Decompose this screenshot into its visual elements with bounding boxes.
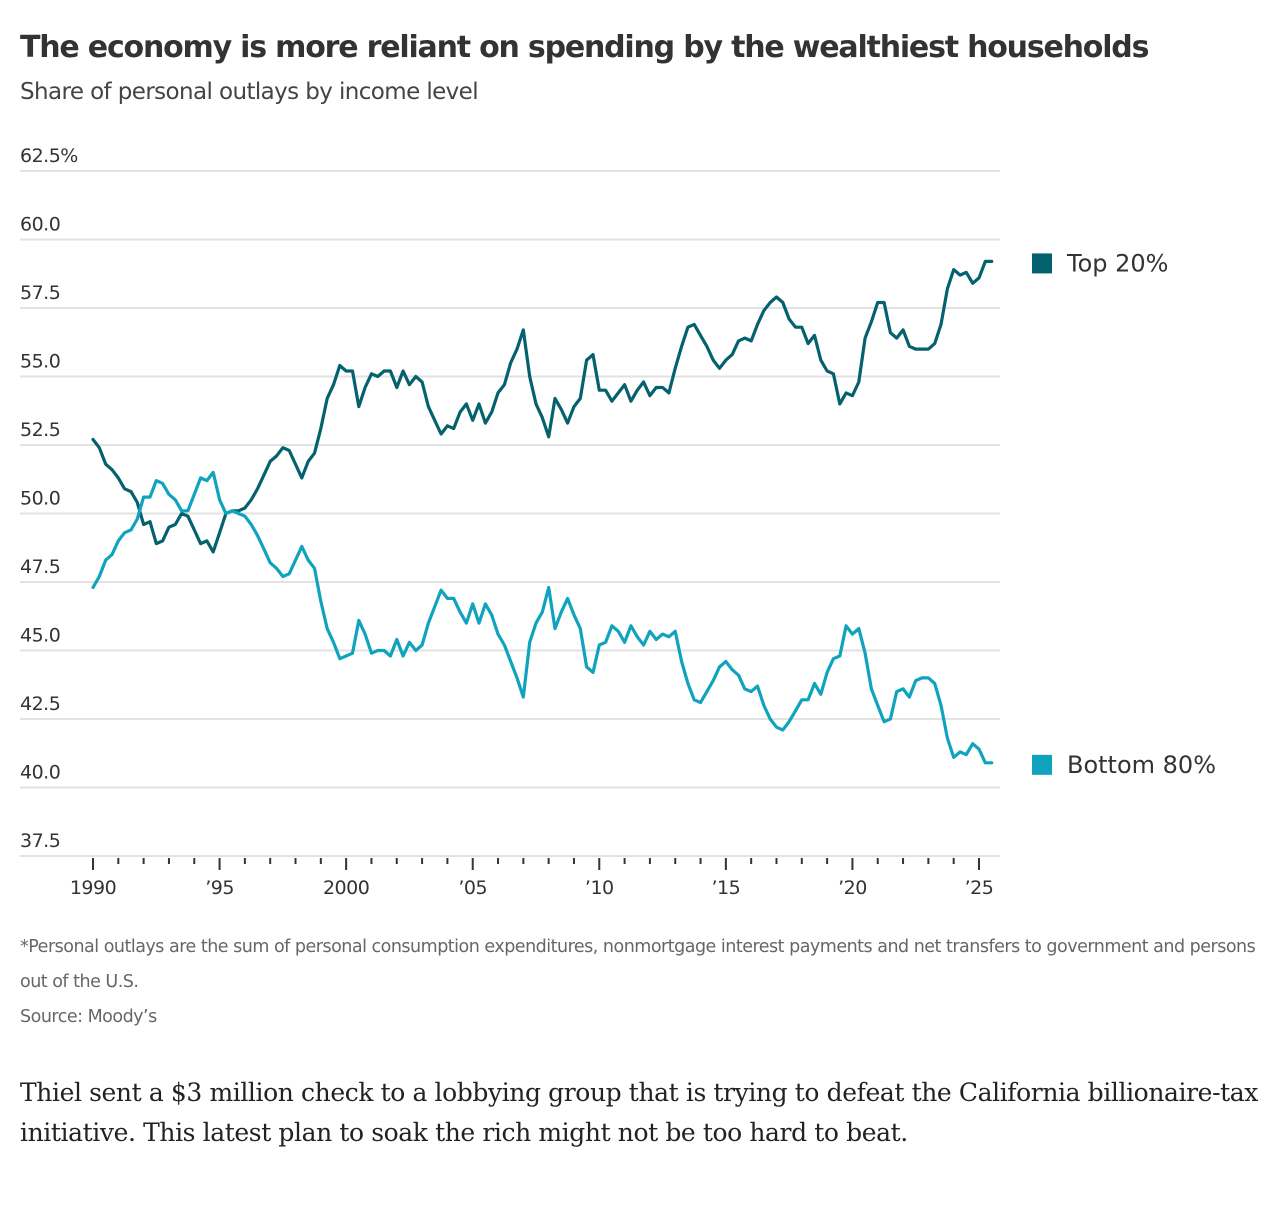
x-tick-label: ’20 [838, 877, 867, 899]
y-tick-label: 42.5 [20, 693, 60, 715]
x-tick-label: ’10 [585, 877, 614, 899]
article-paragraph: Thiel sent a $3 million check to a lobby… [20, 1078, 1258, 1147]
legend-swatch [1032, 253, 1052, 274]
chart-title: The economy is more reliant on spending … [20, 30, 1149, 65]
y-tick-label: 50.0 [20, 488, 60, 510]
y-axis-tick-labels: 62.5% 60.0 57.5 55.0 52.5 50.0 47.5 45.0 42.5 40.… [20, 145, 78, 852]
x-tick-label: ’95 [205, 877, 234, 899]
x-tick-label: 1990 [70, 877, 116, 899]
series-line-top-20 [91, 259, 994, 554]
y-tick-label: 40.0 [20, 762, 60, 784]
x-axis: 1990 ’95 2000 ’05 ’10 ’15 ’20 ’25 [70, 858, 994, 899]
y-tick-label: 57.5 [20, 282, 60, 304]
legend-label: Bottom 80% [1067, 751, 1216, 779]
x-tick-label: ’05 [458, 877, 487, 899]
x-tick-label: ’25 [965, 877, 994, 899]
chart-footnote: *Personal outlays are the sum of persona… [20, 930, 1265, 1035]
y-tick-label: 45.0 [20, 625, 60, 647]
source-text: Source: Moody’s [20, 1007, 157, 1027]
legend-label: Top 20% [1066, 249, 1168, 277]
footnote-text: *Personal outlays are the sum of persona… [20, 937, 1256, 992]
x-tick-label: ’15 [711, 877, 740, 899]
y-tick-label: 37.5 [20, 830, 60, 852]
chart-subtitle: Share of personal outlays by income leve… [20, 79, 479, 105]
y-tick-label: 47.5 [20, 556, 60, 578]
legend: Top 20% Bottom 80% [1032, 249, 1216, 779]
series-lines [91, 259, 994, 765]
y-tick-label: 52.5 [20, 419, 60, 441]
y-tick-label: 55.0 [20, 351, 60, 373]
legend-item-bottom-80: Bottom 80% [1032, 751, 1216, 779]
legend-swatch [1032, 754, 1052, 775]
y-tick-label: 62.5% [20, 145, 78, 167]
x-tick-label: 2000 [323, 877, 369, 899]
y-tick-label: 60.0 [20, 214, 60, 236]
line-chart: 62.5% 60.0 57.5 55.0 52.5 50.0 47.5 45.0 42.5 40.… [20, 145, 1216, 899]
gridlines [20, 170, 1000, 857]
series-line-bottom-80 [91, 470, 994, 765]
legend-item-top-20: Top 20% [1032, 249, 1168, 277]
